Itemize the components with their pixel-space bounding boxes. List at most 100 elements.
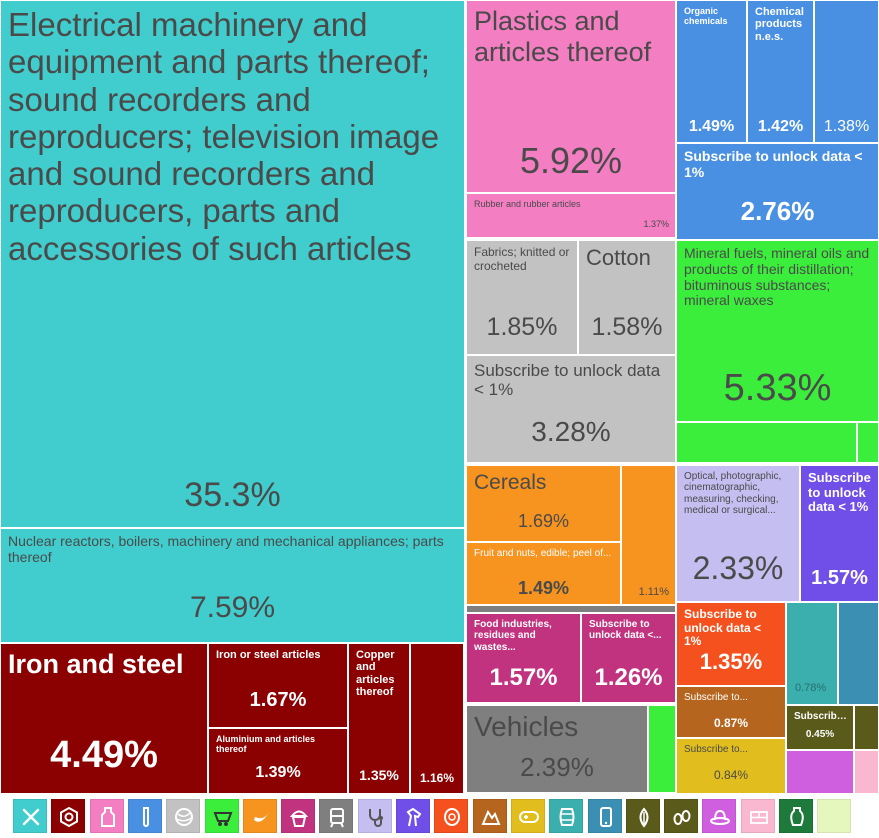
banana-icon[interactable] [243,799,277,833]
tile-food-industries[interactable]: Food industries, residues and wastes... 1… [466,613,581,703]
vase-icon[interactable] [779,799,813,833]
nut-icon[interactable] [51,799,85,833]
tile-value: 1.49% [517,578,570,598]
tile-optical[interactable]: Optical, photographic, cinematographic, … [676,465,800,602]
tile-plastics[interactable]: Plastics and articles thereof 5.92% [466,0,676,193]
phone-icon-glyph [600,807,612,827]
tile-instruments-subscribe[interactable]: Subscribe to unlock data < 1% 1.57% [800,465,879,602]
tile-footwear-subscribe[interactable]: Subscribe... 0.45% [786,705,854,750]
horse-icon[interactable] [396,799,430,833]
train-icon-glyph [330,808,344,828]
leaf-icon[interactable] [626,799,660,833]
minor-tile [676,422,857,463]
category-legend [0,795,879,838]
tile-copper[interactable]: Copper and articles thereof 1.35% [348,643,410,794]
tile-nuclear-reactors[interactable]: Nuclear reactors, boilers, machinery and… [0,528,465,643]
tile-foodstuffs-subscribe[interactable]: Subscribe to unlock data <... 1.26% [581,613,676,703]
tile-value: 2.39% [520,752,594,782]
minor-tile [854,705,879,750]
horse-icon-glyph [406,807,422,827]
rock-icon[interactable] [473,799,507,833]
nut-icon-glyph [60,806,78,828]
tile-label: Subscribe to unlock data < 1% [684,148,863,180]
tile-value: 5.92% [519,140,623,181]
tile-value: 1.38% [823,118,870,135]
tile-metals-small[interactable]: 1.16% [410,643,464,794]
tile-label: Aluminium and articles thereof [216,734,316,755]
tile-value: 0.87% [713,716,749,730]
hat-icon[interactable] [702,799,736,833]
gamepad-icon[interactable] [511,799,545,833]
tile-value: 1.35% [699,649,763,674]
tile-organic-chemicals[interactable]: Organic chemicals 1.49% [676,0,747,143]
tile-value: 1.57% [489,664,558,691]
tile-value: 0.84% [713,768,749,782]
tile-label: Subscribe to unlock data <... [589,619,662,642]
bottle-icon-glyph [101,807,115,827]
tile-label: Iron or steel articles [216,649,321,661]
tile-value: 1.16% [419,771,455,785]
flask-icon[interactable] [128,799,162,833]
seeds-icon[interactable] [664,799,698,833]
tile-stone-subscribe[interactable]: Subscribe to... 0.84% [676,738,786,794]
minecart-icon[interactable] [205,799,239,833]
tile-teal-small[interactable]: 0.78% [786,602,838,705]
yarn-icon[interactable] [166,799,200,833]
blank-icon[interactable] [817,799,851,833]
tile-chemical-products[interactable]: Chemical products n.e.s. 1.42% [747,0,814,143]
tile-iron-or-steel-articles[interactable]: Iron or steel articles 1.67% [208,643,348,728]
tile-value: 0.45% [805,729,835,740]
tile-label: Subscribe to... [684,744,748,755]
tile-fruit-and-nuts[interactable]: Fruit and nuts, edible; peel of... 1.49% [466,542,621,605]
tile-cereals[interactable]: Cereals 1.69% [466,465,621,542]
bricks-icon[interactable] [741,799,775,833]
tile-label: Rubber and rubber articles [474,199,581,209]
banana-icon-glyph [254,812,269,822]
tile-value: 5.33% [723,367,832,409]
tile-electrical-machinery[interactable]: Electrical machinery and equipment and p… [0,0,465,528]
tile-value: 1.42% [757,118,804,135]
tile-value: 1.57% [811,567,868,589]
treemap-chart: Electrical machinery and equipment and p… [0,0,879,794]
tile-rubber[interactable]: Rubber and rubber articles 1.37% [466,193,676,238]
tile-label: Subscribe to unlock data < 1% [474,361,661,400]
rock-icon-glyph [481,809,501,825]
tile-value: 1.85% [486,313,558,341]
stethoscope-icon-glyph [369,809,383,827]
tile-vehicles[interactable]: Vehicles 2.39% [466,705,648,793]
tile-vegetable-small[interactable]: 1.11% [621,465,676,605]
tile-aluminium[interactable]: Aluminium and articles thereof 1.39% [208,728,348,794]
tools-icon[interactable] [13,799,47,833]
tile-mineral-fuels[interactable]: Mineral fuels, mineral oils and products… [676,240,879,422]
barrel-icon-glyph [559,808,575,826]
tile-chemicals-small[interactable]: 1.38% [814,0,879,143]
wood-log-icon[interactable] [434,799,468,833]
bottle-icon[interactable] [90,799,124,833]
tile-value: 4.49% [50,734,158,776]
tile-label: Iron and steel [8,649,184,679]
seeds-icon-glyph [673,810,691,825]
tile-fabrics-knitted[interactable]: Fabrics; knitted or crocheted 1.85% [466,240,578,355]
train-icon[interactable] [319,799,353,833]
minor-tile [838,602,879,705]
tile-iron-and-steel[interactable]: Iron and steel 4.49% [0,643,208,794]
tile-cotton[interactable]: Cotton 1.58% [578,240,676,355]
gamepad-icon-glyph [519,811,539,823]
cupcake-icon[interactable] [281,799,315,833]
tile-label: Subscribe... [794,711,848,722]
tile-animal-subscribe[interactable]: Subscribe to... 0.87% [676,686,786,738]
minor-tile [648,705,676,793]
phone-icon[interactable] [588,799,622,833]
tile-chemicals-subscribe[interactable]: Subscribe to unlock data < 1% 2.76% [676,143,879,240]
leaf-icon-glyph [639,807,649,828]
tile-value: 1.35% [359,767,399,783]
barrel-icon[interactable] [549,799,583,833]
minor-tile [786,750,854,794]
stethoscope-icon[interactable] [358,799,392,833]
tile-value: 1.69% [517,511,570,531]
tile-wood-subscribe[interactable]: Subscribe to unlock data < 1% 1.35% [676,602,786,686]
tile-label: Cotton [586,245,651,270]
tile-textiles-subscribe[interactable]: Subscribe to unlock data < 1% 3.28% [466,355,676,463]
tile-label: Mineral fuels, mineral oils and products… [684,245,870,309]
tile-label: Subscribe to unlock data < 1% [808,470,871,515]
